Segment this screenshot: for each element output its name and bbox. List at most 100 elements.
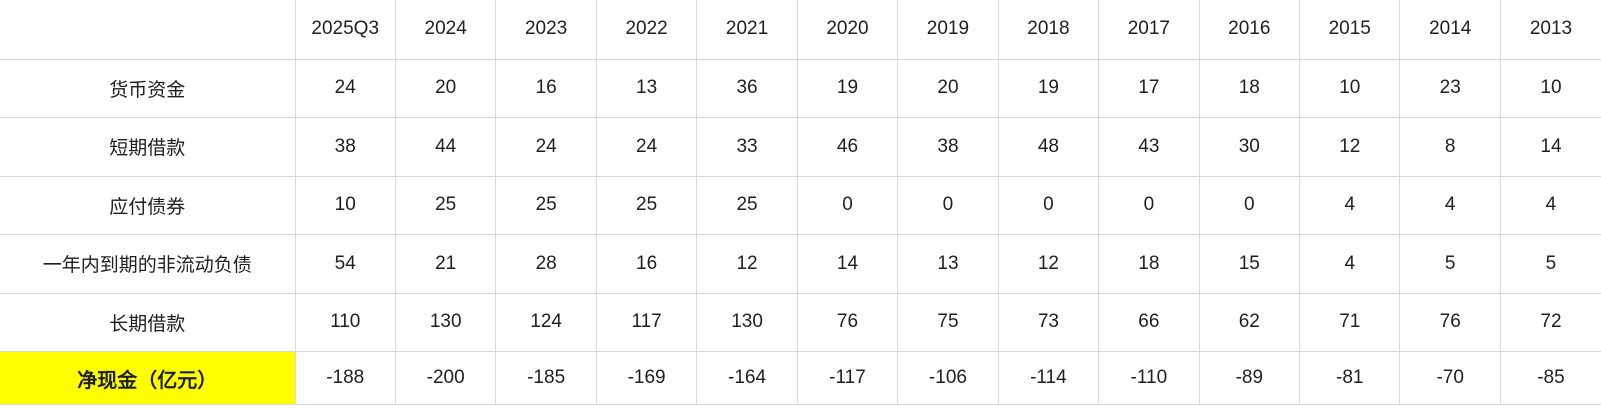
value-cell: 38	[897, 117, 999, 177]
table-row: 一年内到期的非流动负债 54 21 28 16 12 14 13 12 18 15 4 5 5	[0, 234, 1601, 294]
value-cell: -169	[595, 351, 698, 405]
value-cell: 44	[394, 117, 497, 177]
value-cell: 48	[997, 117, 1100, 177]
value-cell: 73	[997, 292, 1100, 352]
value-cell: -164	[696, 351, 798, 405]
value-cell: 24	[495, 117, 597, 177]
value-cell: 5	[1499, 234, 1601, 294]
column-header-2024: 2024	[394, 0, 497, 60]
row-label: 货币资金	[0, 58, 296, 118]
column-header-2021: 2021	[696, 0, 798, 60]
column-header-2015: 2015	[1299, 0, 1401, 60]
value-cell: 23	[1399, 58, 1501, 118]
column-header-2018: 2018	[997, 0, 1100, 60]
value-cell: 30	[1198, 117, 1301, 177]
value-cell: 0	[1198, 175, 1301, 235]
value-cell: 130	[696, 292, 798, 352]
value-cell: 33	[696, 117, 798, 177]
row-label: 短期借款	[0, 117, 296, 177]
column-header-2017: 2017	[1098, 0, 1200, 60]
value-cell: 72	[1499, 292, 1601, 352]
value-cell: 5	[1399, 234, 1501, 294]
financial-table: 2025Q3 2024 2023 2022 2021 2020 2019 2018 2017 20…	[0, 0, 1601, 405]
value-cell: 16	[495, 58, 597, 118]
value-cell: 10	[1499, 58, 1601, 118]
value-cell: 19	[796, 58, 899, 118]
row-label: 净现金（亿元）	[0, 351, 296, 405]
value-cell: 16	[595, 234, 698, 294]
value-cell: 54	[294, 234, 396, 294]
value-cell: 66	[1098, 292, 1200, 352]
value-cell: 20	[897, 58, 999, 118]
value-cell: 18	[1098, 234, 1200, 294]
value-cell: 0	[796, 175, 899, 235]
value-cell: 43	[1098, 117, 1200, 177]
row-label: 一年内到期的非流动负债	[0, 234, 296, 294]
value-cell: 4	[1399, 175, 1501, 235]
value-cell: -81	[1299, 351, 1401, 405]
value-cell: 36	[696, 58, 798, 118]
column-header-2014: 2014	[1399, 0, 1501, 60]
value-cell: 10	[294, 175, 396, 235]
value-cell: -110	[1098, 351, 1200, 405]
table-header-row: 2025Q3 2024 2023 2022 2021 2020 2019 2018 2017 20…	[0, 0, 1601, 60]
column-header-2025Q3: 2025Q3	[294, 0, 396, 60]
column-header-2020: 2020	[796, 0, 899, 60]
value-cell: -70	[1399, 351, 1501, 405]
column-header-2023: 2023	[495, 0, 597, 60]
value-cell: 15	[1198, 234, 1301, 294]
value-cell: 124	[495, 292, 597, 352]
column-header-2019: 2019	[897, 0, 999, 60]
value-cell: 24	[595, 117, 698, 177]
value-cell: 0	[997, 175, 1100, 235]
value-cell: 4	[1299, 175, 1401, 235]
value-cell: 76	[1399, 292, 1501, 352]
value-cell: 4	[1299, 234, 1401, 294]
value-cell: 18	[1198, 58, 1301, 118]
value-cell: -188	[294, 351, 396, 405]
value-cell: -85	[1499, 351, 1601, 405]
column-header-2016: 2016	[1198, 0, 1301, 60]
value-cell: 38	[294, 117, 396, 177]
value-cell: 19	[997, 58, 1100, 118]
value-cell: 12	[696, 234, 798, 294]
value-cell: 28	[495, 234, 597, 294]
row-label: 应付债券	[0, 175, 296, 235]
table-row: 长期借款 110 130 124 117 130 76 75 73 66 62 71 76 72	[0, 292, 1601, 352]
value-cell: 12	[1299, 117, 1401, 177]
value-cell: 76	[796, 292, 899, 352]
value-cell: 14	[796, 234, 899, 294]
value-cell: -185	[495, 351, 597, 405]
value-cell: -114	[997, 351, 1100, 405]
value-cell: -117	[796, 351, 899, 405]
value-cell: 25	[595, 175, 698, 235]
value-cell: 0	[1098, 175, 1200, 235]
table-row: 净现金（亿元） -188 -200 -185 -169 -164 -117 -106 -114-…	[0, 351, 1601, 405]
value-cell: 8	[1399, 117, 1501, 177]
value-cell: 17	[1098, 58, 1200, 118]
table-row: 应付债券 10 25 25 25 25 0 0 0 0 0 4 4 4	[0, 175, 1601, 235]
row-label: 长期借款	[0, 292, 296, 352]
value-cell: 12	[997, 234, 1100, 294]
value-cell: 14	[1499, 117, 1601, 177]
value-cell: 117	[595, 292, 698, 352]
corner-cell	[0, 0, 296, 60]
value-cell: 46	[796, 117, 899, 177]
value-cell: 25	[495, 175, 597, 235]
value-cell: 130	[394, 292, 497, 352]
value-cell: -106	[897, 351, 999, 405]
column-header-2022: 2022	[595, 0, 698, 60]
value-cell: -200	[394, 351, 497, 405]
table-row: 货币资金 24 20 16 13 36 19 20 19 17 18 10 23 10	[0, 58, 1601, 118]
value-cell: 21	[394, 234, 497, 294]
value-cell: 25	[394, 175, 497, 235]
table-row: 短期借款 38 44 24 24 33 46 38 48 43 30 12 8 14	[0, 117, 1601, 177]
value-cell: 20	[394, 58, 497, 118]
value-cell: 0	[897, 175, 999, 235]
value-cell: 4	[1499, 175, 1601, 235]
column-header-2013: 2013	[1499, 0, 1601, 60]
value-cell: 13	[897, 234, 999, 294]
value-cell: 110	[294, 292, 396, 352]
value-cell: -89	[1198, 351, 1301, 405]
value-cell: 75	[897, 292, 999, 352]
